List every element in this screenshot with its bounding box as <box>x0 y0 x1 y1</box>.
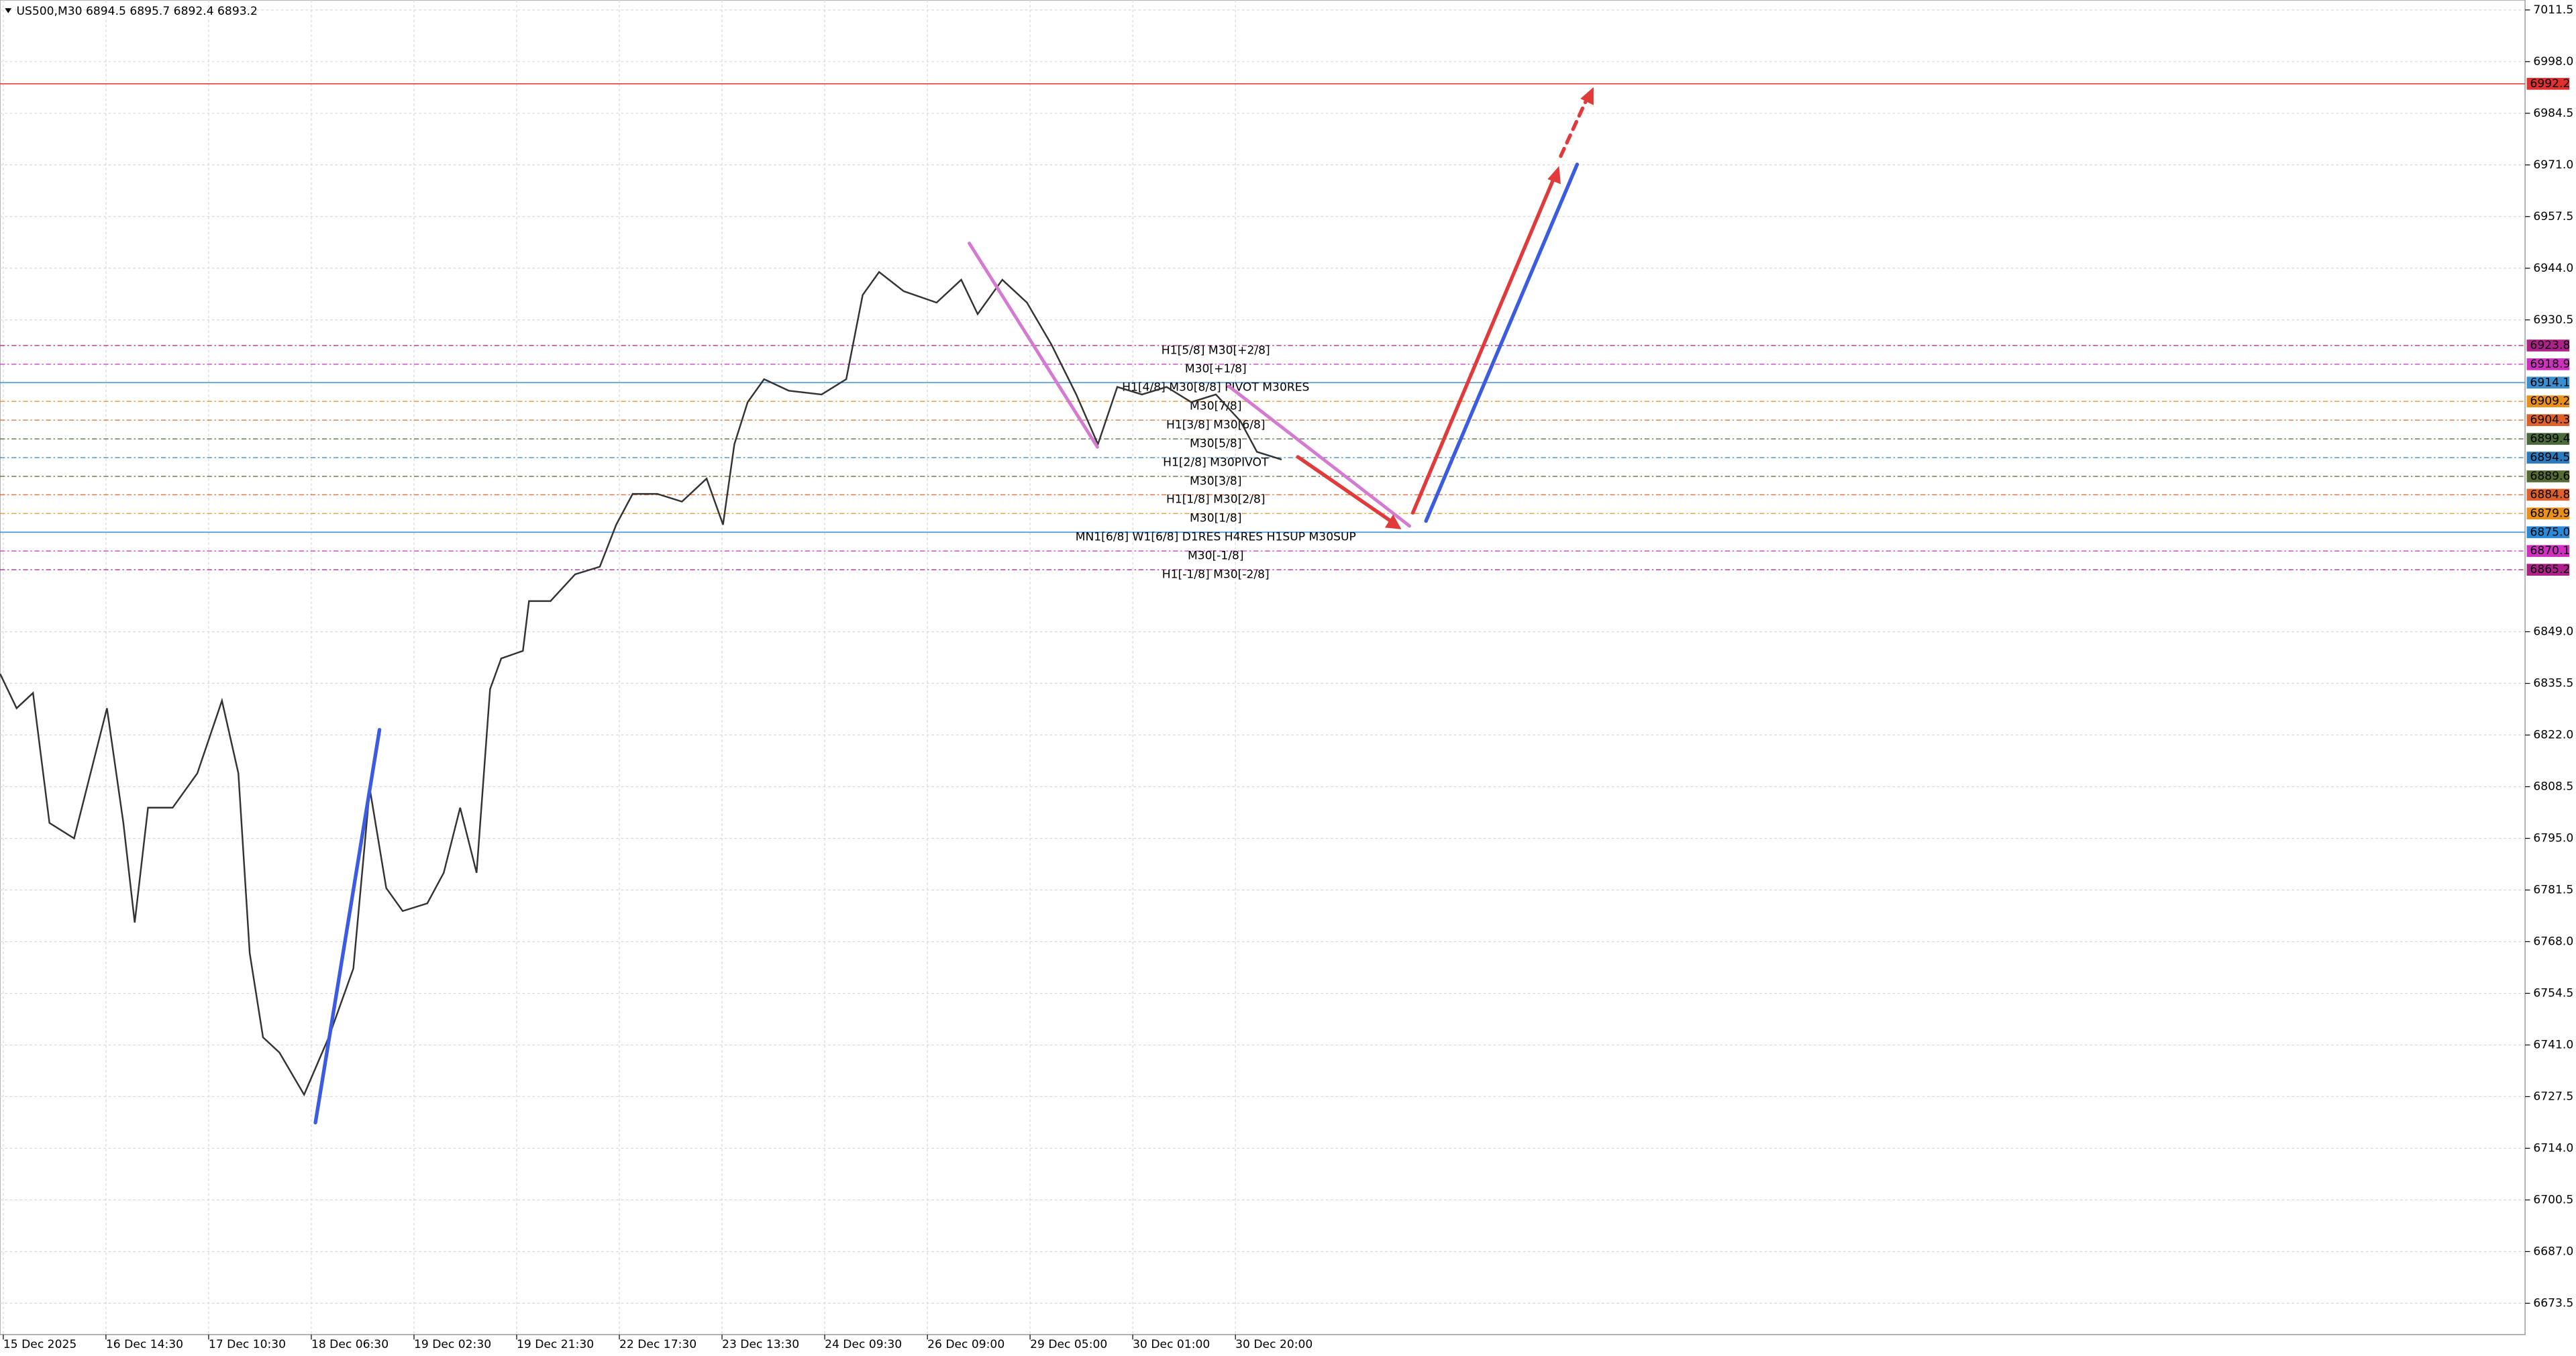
price-box <box>2526 433 2570 445</box>
level-label: H1[3/8] M30[6/8] <box>1166 419 1266 432</box>
y-tick-label: 6944.0 <box>2533 262 2573 275</box>
x-tick-label: 30 Dec 20:00 <box>1235 1338 1312 1351</box>
price-label: 6870.1 <box>2530 544 2570 558</box>
price-box <box>2526 395 2570 408</box>
price-box <box>2526 78 2570 90</box>
level-label: M30[5/8] <box>1190 437 1241 450</box>
trend-line <box>1424 162 1580 523</box>
price-box <box>2526 507 2570 520</box>
level-label: M30[3/8] <box>1190 474 1241 488</box>
price-box <box>2526 545 2570 558</box>
arrow <box>1296 455 1395 525</box>
price-box <box>2526 470 2570 482</box>
price-box <box>2526 526 2570 539</box>
y-tick-label: 6957.5 <box>2533 210 2573 223</box>
plot-frame <box>0 0 2526 1335</box>
menu-arrow <box>5 8 12 13</box>
price-label: 6904.3 <box>2530 413 2570 427</box>
y-tick-label: 6714.0 <box>2533 1141 2573 1155</box>
levels: 6992.2 6923.8 H1[5/8] M30[+2/8] 6918.9 M30[+… <box>0 77 2570 582</box>
drawings <box>313 87 1594 1125</box>
price-label: 6894.5 <box>2530 451 2570 464</box>
y-tick-label: 6795.0 <box>2533 831 2573 845</box>
price-box <box>2526 414 2570 426</box>
y-tick-label: 6700.5 <box>2533 1193 2573 1206</box>
price-box <box>2526 564 2570 576</box>
y-tick-label: 6741.0 <box>2533 1038 2573 1051</box>
x-tick-label: 19 Dec 02:30 <box>414 1338 491 1351</box>
y-tick-label: 6971.0 <box>2533 158 2573 172</box>
price-label: 6889.6 <box>2530 470 2570 483</box>
y-tick-label: 6781.5 <box>2533 883 2573 896</box>
price-box <box>2526 376 2570 389</box>
x-tick-label: 30 Dec 01:00 <box>1133 1338 1210 1351</box>
trend-line <box>968 242 1099 449</box>
level-label: H1[5/8] M30[+2/8] <box>1162 344 1270 357</box>
arrow <box>1410 175 1556 515</box>
price-box <box>2526 358 2570 370</box>
trend-line <box>1227 384 1412 528</box>
y-tick-label: 6930.5 <box>2533 313 2573 327</box>
price-label: 6914.1 <box>2530 376 2570 389</box>
y-tick-label: 6822.0 <box>2533 729 2573 742</box>
price-label: 6875.0 <box>2530 525 2570 539</box>
y-tick-label: 7011.5 <box>2533 3 2573 17</box>
x-tick-label: 29 Dec 05:00 <box>1030 1338 1107 1351</box>
price-label: 6899.4 <box>2530 432 2570 446</box>
level-label: M30[7/8] <box>1190 400 1241 413</box>
level-label: MN1[6/8] W1[6/8] D1RES H4RES H1SUP M30SU… <box>1076 531 1356 544</box>
x-tick-label: 24 Dec 09:30 <box>825 1338 902 1351</box>
level-label: M30[1/8] <box>1190 512 1241 525</box>
x-tick-label: 19 Dec 21:30 <box>517 1338 594 1351</box>
series <box>0 270 1282 1097</box>
y-tick-label: 6808.5 <box>2533 780 2573 794</box>
level-label: H1[1/8] M30[2/8] <box>1166 493 1266 507</box>
x-tick-label: 18 Dec 06:30 <box>311 1338 389 1351</box>
y-tick-label: 6998.0 <box>2533 55 2573 68</box>
price-label: 6909.2 <box>2530 395 2570 408</box>
y-tick-label: 6727.5 <box>2533 1090 2573 1103</box>
x-tick-label: 16 Dec 14:30 <box>106 1338 183 1351</box>
level-label: M30[-1/8] <box>1188 550 1244 563</box>
price-box <box>2526 488 2570 501</box>
arrow-head <box>1384 514 1402 529</box>
arrow <box>1559 97 1589 158</box>
trend-line <box>313 727 382 1125</box>
y-tick-label: 6984.5 <box>2533 107 2573 120</box>
level-label: H1[4/8] M30[8/8] PIVOT M30RES <box>1122 381 1309 395</box>
price-label: 6992.2 <box>2530 77 2570 91</box>
x-tick-label: 26 Dec 09:00 <box>927 1338 1004 1351</box>
y-tick-label: 6754.5 <box>2533 986 2573 1000</box>
price-box <box>2526 340 2570 352</box>
y-tick-label: 6849.0 <box>2533 625 2573 639</box>
level-label: H1[-1/8] M30[-2/8] <box>1162 568 1270 582</box>
level-label: H1[2/8] M30PIVOT <box>1163 456 1269 469</box>
x-tick-label: 17 Dec 10:30 <box>209 1338 286 1351</box>
x-tick-label: 22 Dec 17:30 <box>619 1338 697 1351</box>
y-tick-label: 6687.0 <box>2533 1245 2573 1258</box>
price-label: 6918.9 <box>2530 358 2570 371</box>
price-label: 6884.8 <box>2530 488 2570 501</box>
y-tick-label: 6673.5 <box>2533 1296 2573 1310</box>
arrow-head <box>1547 166 1561 185</box>
y-tick-label: 6768.0 <box>2533 935 2573 948</box>
x-tick-label: 23 Dec 13:30 <box>722 1338 799 1351</box>
price-box <box>2526 452 2570 464</box>
price-label: 6865.2 <box>2530 563 2570 576</box>
price-label: 6879.9 <box>2530 507 2570 520</box>
y-tick-label: 6835.5 <box>2533 677 2573 690</box>
price-line <box>0 270 1282 1097</box>
x-tick-label: 15 Dec 2025 <box>3 1338 76 1351</box>
arrow-head <box>1580 87 1594 105</box>
level-label: M30[+1/8] <box>1185 362 1247 376</box>
price-label: 6923.8 <box>2530 339 2570 352</box>
chart-title: US500,M30 6894.5 6895.7 6892.4 6893.2 <box>16 5 257 18</box>
